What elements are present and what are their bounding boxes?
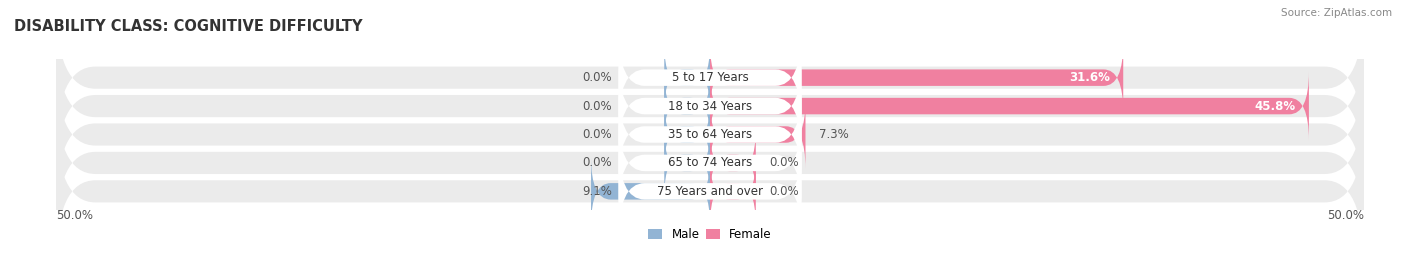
FancyBboxPatch shape <box>56 89 1364 237</box>
Text: 75 Years and over: 75 Years and over <box>657 185 763 198</box>
FancyBboxPatch shape <box>619 58 801 155</box>
FancyBboxPatch shape <box>710 157 756 226</box>
Text: 18 to 34 Years: 18 to 34 Years <box>668 100 752 113</box>
FancyBboxPatch shape <box>619 86 801 183</box>
Text: 5 to 17 Years: 5 to 17 Years <box>672 71 748 84</box>
FancyBboxPatch shape <box>710 100 806 169</box>
FancyBboxPatch shape <box>56 60 1364 209</box>
FancyBboxPatch shape <box>619 29 801 126</box>
FancyBboxPatch shape <box>710 129 756 197</box>
FancyBboxPatch shape <box>664 43 710 112</box>
Text: 9.1%: 9.1% <box>582 185 612 198</box>
Text: 31.6%: 31.6% <box>1070 71 1111 84</box>
FancyBboxPatch shape <box>56 117 1364 266</box>
FancyBboxPatch shape <box>619 143 801 240</box>
FancyBboxPatch shape <box>56 32 1364 180</box>
Text: 0.0%: 0.0% <box>582 71 612 84</box>
FancyBboxPatch shape <box>664 100 710 169</box>
Text: 0.0%: 0.0% <box>582 100 612 113</box>
Text: DISABILITY CLASS: COGNITIVE DIFFICULTY: DISABILITY CLASS: COGNITIVE DIFFICULTY <box>14 19 363 34</box>
Text: 0.0%: 0.0% <box>582 128 612 141</box>
Text: 50.0%: 50.0% <box>56 209 93 222</box>
Text: 35 to 64 Years: 35 to 64 Years <box>668 128 752 141</box>
Text: 65 to 74 Years: 65 to 74 Years <box>668 156 752 169</box>
FancyBboxPatch shape <box>710 43 1123 112</box>
Text: 0.0%: 0.0% <box>582 156 612 169</box>
Text: 0.0%: 0.0% <box>769 156 799 169</box>
FancyBboxPatch shape <box>56 3 1364 152</box>
Legend: Male, Female: Male, Female <box>644 224 776 246</box>
Text: 0.0%: 0.0% <box>769 185 799 198</box>
FancyBboxPatch shape <box>591 157 710 226</box>
Text: 45.8%: 45.8% <box>1254 100 1296 113</box>
FancyBboxPatch shape <box>619 114 801 211</box>
FancyBboxPatch shape <box>664 129 710 197</box>
Text: Source: ZipAtlas.com: Source: ZipAtlas.com <box>1281 8 1392 18</box>
FancyBboxPatch shape <box>710 72 1309 140</box>
Text: 7.3%: 7.3% <box>818 128 848 141</box>
FancyBboxPatch shape <box>664 72 710 140</box>
Text: 50.0%: 50.0% <box>1327 209 1364 222</box>
